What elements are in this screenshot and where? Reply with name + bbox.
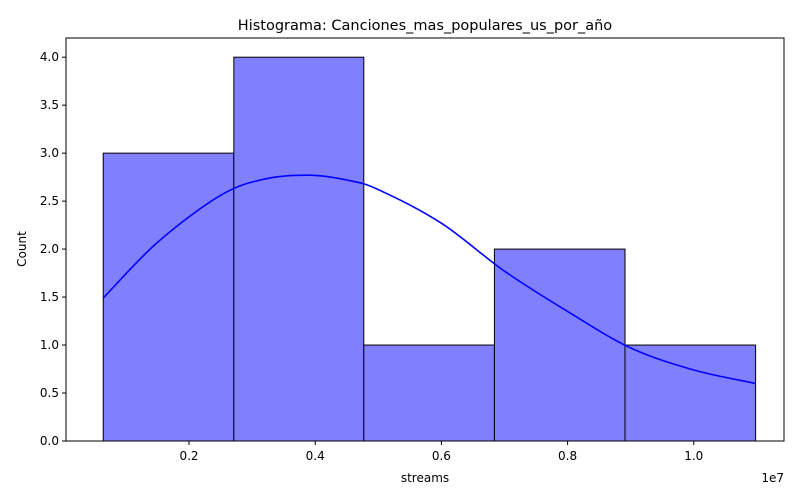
histogram-bar-5 xyxy=(624,344,757,442)
y-tick-label: 0.5 xyxy=(40,386,59,400)
y-tick-label: 3.5 xyxy=(40,98,59,112)
bars-group xyxy=(102,56,757,442)
y-tick-label: 1.5 xyxy=(40,290,59,304)
y-tick-label: 4.0 xyxy=(40,50,59,64)
histogram-bar-4 xyxy=(493,248,626,442)
x-axis-ticks: 0.2 0.4 0.6 0.8 1.0 xyxy=(179,441,703,463)
x-axis-label: streams xyxy=(401,471,449,485)
x-tick-label: 0.6 xyxy=(432,449,451,463)
histogram-bar-2 xyxy=(233,56,365,442)
y-tick-label: 0.0 xyxy=(40,434,59,448)
x-tick-label: 0.8 xyxy=(558,449,577,463)
y-tick-label: 3.0 xyxy=(40,146,59,160)
y-tick-label: 2.0 xyxy=(40,242,59,256)
y-tick-label: 2.5 xyxy=(40,194,59,208)
y-axis-label: Count xyxy=(15,231,29,267)
chart-title: Histograma: Canciones_mas_populares_us_p… xyxy=(238,18,613,34)
y-tick-label: 1.0 xyxy=(40,338,59,352)
x-axis-scale-label: 1e7 xyxy=(761,471,784,485)
histogram-bar-1 xyxy=(102,152,235,442)
x-tick-label: 0.2 xyxy=(179,449,198,463)
plot-frame xyxy=(65,37,785,442)
y-axis-ticks: 0.0 0.5 1.0 1.5 2.0 2.5 3.0 3.5 4.0 xyxy=(40,50,66,448)
x-tick-label: 1.0 xyxy=(684,449,703,463)
kde-curve xyxy=(102,174,756,385)
x-tick-label: 0.4 xyxy=(306,449,325,463)
histogram-bar-3 xyxy=(363,344,495,442)
